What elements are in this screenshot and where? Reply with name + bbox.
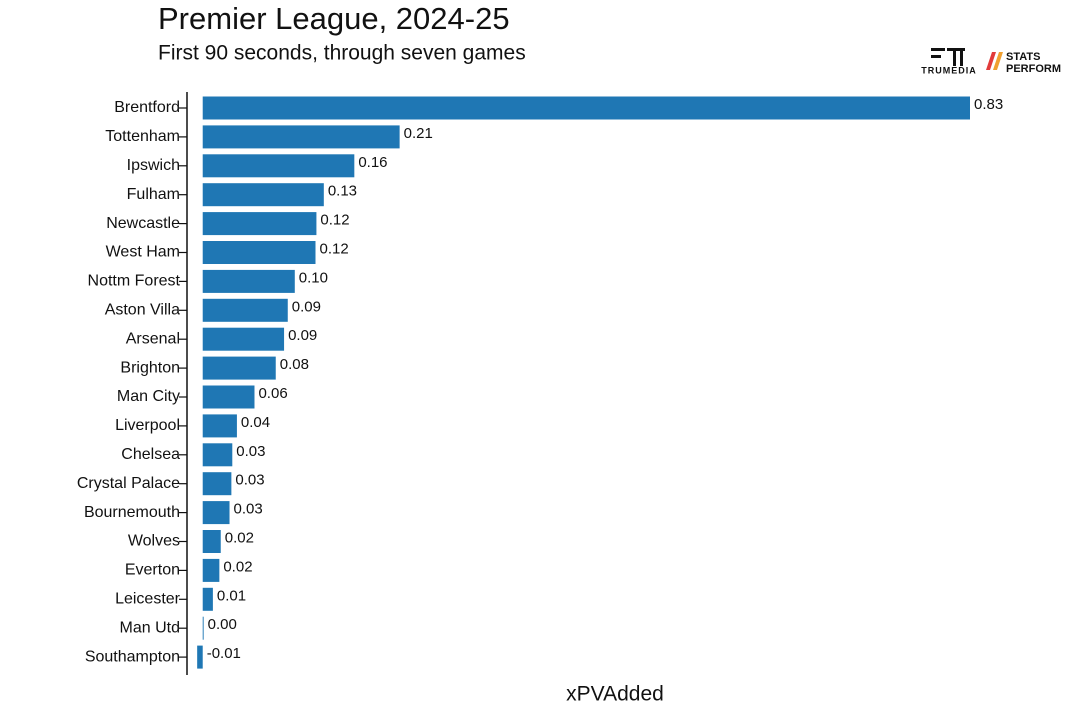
value-label: 0.13 — [328, 183, 357, 200]
bar — [202, 154, 355, 178]
y-tick-label: Newcastle — [106, 215, 180, 232]
value-label: -0.01 — [207, 645, 241, 662]
logo-shape — [993, 52, 1003, 70]
bar — [202, 530, 221, 553]
value-label: 0.83 — [974, 96, 1003, 113]
value-label: 0.02 — [223, 558, 252, 575]
y-tick-label: Everton — [125, 562, 180, 579]
value-label: 0.06 — [258, 385, 287, 402]
y-tick-label: West Ham — [106, 244, 180, 261]
logo-stats-perform: STATS PERFORM — [986, 51, 1061, 75]
value-label: 0.01 — [217, 587, 246, 604]
logo-text: PERFORM — [1006, 63, 1061, 75]
logo-shape — [931, 55, 941, 58]
bar — [202, 558, 220, 582]
y-tick-label: Arsenal — [126, 330, 180, 347]
chart-subtitle: First 90 seconds, through seven games — [158, 42, 526, 65]
bar — [202, 501, 230, 525]
bar — [202, 385, 255, 409]
bar — [202, 183, 324, 207]
y-tick-label: Bournemouth — [84, 504, 180, 521]
bar — [202, 587, 213, 611]
value-label: 0.09 — [288, 327, 317, 344]
bar — [202, 414, 237, 438]
value-label: 0.12 — [319, 240, 348, 257]
y-tick-label: Fulham — [127, 186, 180, 203]
value-label: 0.09 — [292, 298, 321, 315]
bar — [197, 645, 203, 669]
y-tick-label: Aston Villa — [105, 302, 180, 319]
logo-shape — [986, 52, 996, 70]
y-tick-label: Brentford — [114, 99, 180, 116]
logo-text: STATS — [1006, 51, 1040, 63]
x-axis-label: xPVAdded — [566, 683, 664, 706]
bar — [202, 356, 276, 380]
value-label: 0.12 — [320, 212, 349, 229]
bar — [202, 125, 400, 149]
y-tick-label: Nottm Forest — [88, 273, 181, 290]
bar — [202, 212, 317, 236]
value-label: 0.08 — [280, 356, 309, 373]
y-tick-label: Man Utd — [120, 619, 180, 636]
value-label: 0.21 — [404, 125, 433, 142]
bar — [202, 241, 316, 264]
y-tick-label: Brighton — [120, 359, 180, 376]
logo-shape — [960, 48, 963, 66]
y-tick-label: Wolves — [128, 533, 180, 550]
value-label: 0.04 — [241, 414, 270, 431]
bar — [202, 616, 204, 640]
value-label: 0.10 — [299, 269, 328, 286]
value-label: 0.03 — [235, 472, 264, 489]
bar — [202, 443, 233, 467]
logo-shape — [953, 48, 956, 66]
y-tick-label: Liverpool — [115, 417, 180, 434]
bar — [202, 472, 232, 496]
bar — [202, 327, 285, 351]
y-tick-label: Man City — [117, 388, 180, 405]
chart-title: Premier League, 2024-25 — [158, 1, 510, 36]
y-tick-label: Ipswich — [127, 157, 180, 174]
y-tick-label: Leicester — [115, 591, 181, 608]
logo-text: TRUMEDIA — [921, 65, 977, 75]
value-label: 0.16 — [358, 154, 387, 171]
value-label: 0.02 — [225, 529, 254, 546]
logo-shape — [931, 48, 945, 51]
bar — [202, 269, 295, 293]
y-tick-label: Crystal Palace — [77, 475, 180, 492]
value-label: 0.03 — [236, 443, 265, 460]
y-tick-label: Southampton — [85, 648, 180, 665]
logo-trumedia: TRUMEDIA — [921, 48, 977, 75]
bar — [202, 298, 288, 322]
y-tick-label: Chelsea — [121, 446, 180, 463]
y-tick-label: Tottenham — [105, 128, 180, 145]
bar — [202, 96, 971, 120]
value-label: 0.03 — [234, 501, 263, 518]
value-label: 0.00 — [208, 616, 237, 633]
